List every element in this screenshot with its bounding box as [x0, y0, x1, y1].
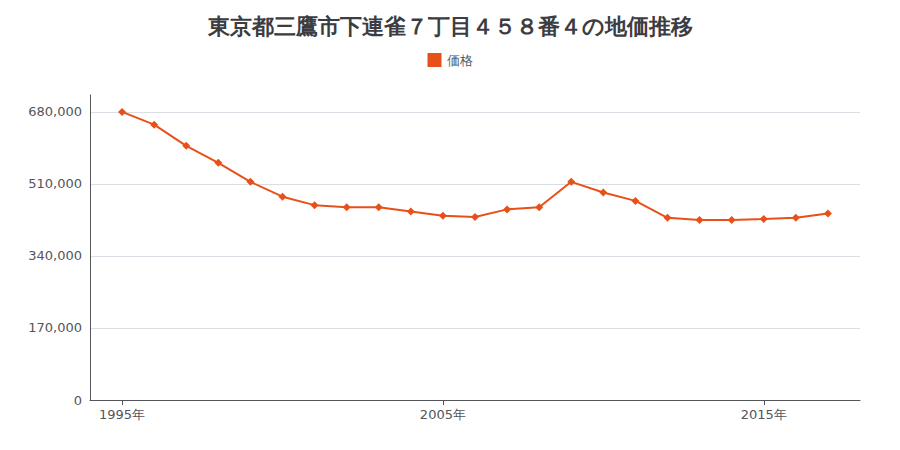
svg-text:2005年: 2005年	[420, 407, 466, 422]
svg-text:1995年: 1995年	[99, 407, 145, 422]
svg-text:東京都三鷹市下連雀７丁目４５８番４の地価推移: 東京都三鷹市下連雀７丁目４５８番４の地価推移	[207, 14, 693, 39]
svg-text:170,000: 170,000	[28, 320, 82, 335]
svg-text:0: 0	[74, 393, 82, 408]
svg-text:2015年: 2015年	[741, 407, 787, 422]
svg-text:340,000: 340,000	[28, 248, 82, 263]
svg-text:680,000: 680,000	[28, 104, 82, 119]
svg-text:510,000: 510,000	[28, 176, 82, 191]
svg-text:価格: 価格	[447, 53, 473, 68]
